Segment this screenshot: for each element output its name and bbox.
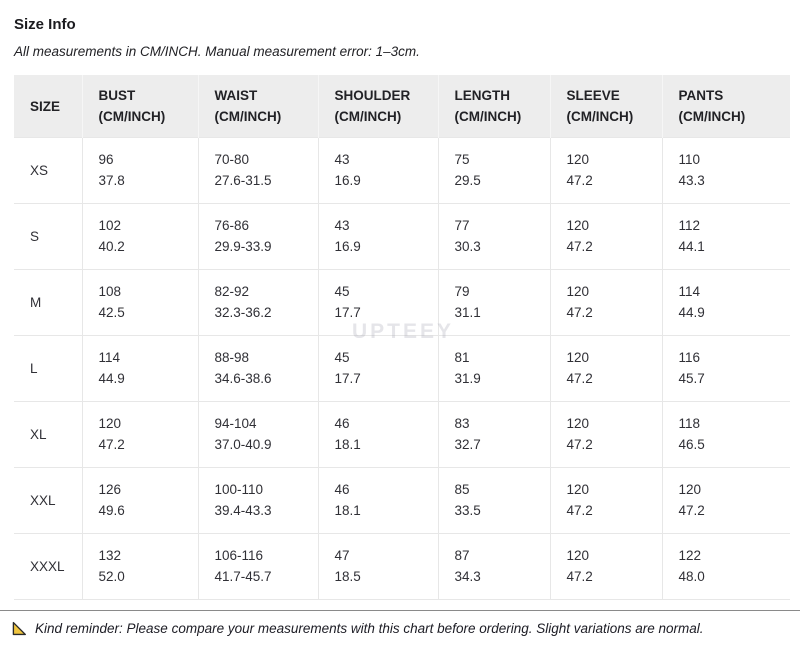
- footer: Kind reminder: Please compare your measu…: [0, 610, 800, 648]
- length-cell: 83 32.7: [437, 401, 550, 468]
- column-header-sleeve: SLEEVE (CM/INCH): [549, 75, 662, 138]
- pants-cell: 122 48.0: [661, 533, 790, 600]
- pants-cell: 112 44.1: [661, 203, 790, 270]
- header-row: SIZE BUST (CM/INCH) WAIST (CM/INCH) SHOULD…: [14, 75, 790, 138]
- sleeve-cell: 120 47.2: [549, 269, 662, 336]
- bust-cell: 108 42.5: [81, 269, 198, 336]
- bust-cell: 120 47.2: [81, 401, 198, 468]
- footer-divider: [0, 610, 800, 611]
- shoulder-cell: 45 17.7: [317, 335, 438, 402]
- sleeve-cell: 120 47.2: [549, 467, 662, 534]
- waist-cell: 94-104 37.0-40.9: [197, 401, 318, 468]
- sleeve-cell: 120 47.2: [549, 335, 662, 402]
- shoulder-cell: 43 16.9: [317, 203, 438, 270]
- shoulder-cell: 46 18.1: [317, 401, 438, 468]
- shoulder-cell: 47 18.5: [317, 533, 438, 600]
- table-row-xl: XL 120 47.2 94-104 37.0-40.9 46 18.1 83 32.7…: [14, 401, 790, 468]
- pants-cell: 118 46.5: [661, 401, 790, 468]
- waist-cell: 100-110 39.4-43.3: [197, 467, 318, 534]
- waist-cell: 76-86 29.9-33.9: [197, 203, 318, 270]
- column-header-size: SIZE: [14, 75, 82, 138]
- bust-cell: 132 52.0: [81, 533, 198, 600]
- length-cell: 87 34.3: [437, 533, 550, 600]
- bust-cell: 114 44.9: [81, 335, 198, 402]
- size-info-section: Size Info All measurements in CM/INCH. M…: [14, 16, 790, 600]
- measurement-note: All measurements in CM/INCH. Manual meas…: [14, 44, 420, 59]
- length-cell: 75 29.5: [437, 137, 550, 204]
- waist-cell: 70-80 27.6-31.5: [197, 137, 318, 204]
- table-row-s: S 102 40.2 76-86 29.9-33.9 43 16.9 77 30.3 1…: [14, 203, 790, 270]
- table-row-l: L 114 44.9 88-98 34.6-38.6 45 17.7 81 31.9 1…: [14, 335, 790, 402]
- waist-cell: 88-98 34.6-38.6: [197, 335, 318, 402]
- column-header-length: LENGTH (CM/INCH): [437, 75, 550, 138]
- pants-cell: 116 45.7: [661, 335, 790, 402]
- size-label: L: [14, 335, 82, 402]
- column-header-shoulder: SHOULDER (CM/INCH): [317, 75, 438, 138]
- length-cell: 77 30.3: [437, 203, 550, 270]
- waist-cell: 106-116 41.7-45.7: [197, 533, 318, 600]
- pants-cell: 114 44.9: [661, 269, 790, 336]
- column-header-pants: PANTS (CM/INCH): [661, 75, 790, 138]
- sleeve-cell: 120 47.2: [549, 137, 662, 204]
- length-cell: 81 31.9: [437, 335, 550, 402]
- size-label: M: [14, 269, 82, 336]
- column-header-waist: WAIST (CM/INCH): [197, 75, 318, 138]
- waist-cell: 82-92 32.3-36.2: [197, 269, 318, 336]
- size-label: XL: [14, 401, 82, 468]
- pants-cell: 120 47.2: [661, 467, 790, 534]
- size-label: XXL: [14, 467, 82, 534]
- sleeve-cell: 120 47.2: [549, 533, 662, 600]
- triangle-ruler-icon: [10, 620, 27, 637]
- page-title: Size Info: [14, 16, 76, 33]
- sleeve-cell: 120 47.2: [549, 401, 662, 468]
- length-cell: 79 31.1: [437, 269, 550, 336]
- bust-cell: 96 37.8: [81, 137, 198, 204]
- shoulder-cell: 46 18.1: [317, 467, 438, 534]
- kind-reminder-text: Kind reminder: Please compare your measu…: [35, 621, 704, 636]
- size-label: S: [14, 203, 82, 270]
- size-label: XS: [14, 137, 82, 204]
- pants-cell: 110 43.3: [661, 137, 790, 204]
- size-label: XXXL: [14, 533, 82, 600]
- shoulder-cell: 43 16.9: [317, 137, 438, 204]
- size-chart-table: SIZE BUST (CM/INCH) WAIST (CM/INCH) SHOULD…: [14, 75, 790, 600]
- sleeve-cell: 120 47.2: [549, 203, 662, 270]
- table-row-m: M 108 42.5 82-92 32.3-36.2 45 17.7 79 31.1 1…: [14, 269, 790, 336]
- length-cell: 85 33.5: [437, 467, 550, 534]
- table-row-xxl: XXL 126 49.6 100-110 39.4-43.3 46 18.1 85 33…: [14, 467, 790, 534]
- bust-cell: 126 49.6: [81, 467, 198, 534]
- shoulder-cell: 45 17.7: [317, 269, 438, 336]
- column-header-bust: BUST (CM/INCH): [81, 75, 198, 138]
- table-row-xs: XS 96 37.8 70-80 27.6-31.5 43 16.9 75 29.5 1…: [14, 137, 790, 204]
- table-row-xxxl: XXXL 132 52.0 106-116 41.7-45.7 47 18.5 87 3…: [14, 533, 790, 600]
- bust-cell: 102 40.2: [81, 203, 198, 270]
